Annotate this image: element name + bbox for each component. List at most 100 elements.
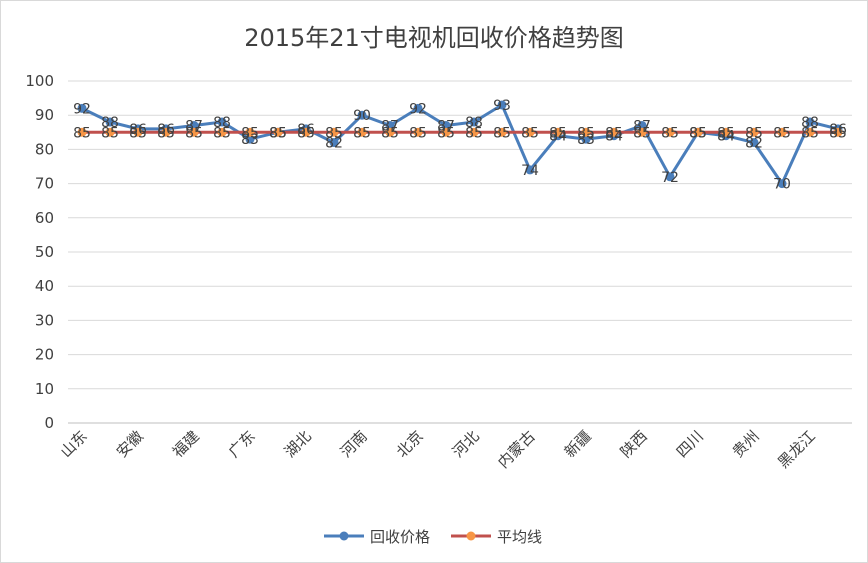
x-tick-label: 黑龙江 — [774, 427, 819, 472]
data-point-price — [217, 117, 227, 127]
data-point-average — [805, 127, 815, 137]
data-point-average — [329, 127, 339, 137]
legend-item-average[interactable]: 平均线 — [451, 528, 542, 546]
data-label-price: 86 — [829, 122, 847, 138]
data-point-price — [525, 165, 535, 175]
data-label-average: 85 — [437, 125, 455, 141]
legend-item-price[interactable]: 回收价格 — [324, 528, 430, 546]
data-label-price: 72 — [661, 170, 679, 186]
data-point-average — [161, 127, 171, 137]
data-label-price: 84 — [549, 129, 567, 145]
data-point-average — [497, 127, 507, 137]
data-label-average: 85 — [73, 125, 91, 141]
data-point-average — [721, 127, 731, 137]
data-point-average — [217, 127, 227, 137]
y-tick-label: 50 — [35, 243, 54, 261]
data-point-price — [77, 103, 87, 113]
data-label-average: 85 — [689, 125, 707, 141]
data-point-average — [105, 127, 115, 137]
data-label-price: 88 — [465, 115, 483, 131]
x-tick-label: 河北 — [449, 427, 483, 461]
legend: 回收价格 平均线 — [324, 528, 542, 546]
legend-swatch-marker — [339, 531, 349, 541]
data-label-price: 88 — [801, 115, 819, 131]
y-tick-label: 100 — [25, 72, 54, 90]
data-label-price: 84 — [717, 129, 735, 145]
data-point-price — [469, 117, 479, 127]
data-label-average: 85 — [829, 125, 847, 141]
x-tick-label: 新疆 — [561, 427, 595, 461]
data-point-average — [553, 127, 563, 137]
data-point-price — [357, 110, 367, 120]
data-point-average — [749, 127, 759, 137]
data-point-price — [665, 172, 675, 182]
legend-label-average: 平均线 — [497, 528, 542, 546]
data-label-price: 93 — [493, 98, 511, 114]
data-label-price: 90 — [353, 108, 371, 124]
data-label-average: 85 — [577, 125, 595, 141]
data-label-price: 88 — [101, 115, 119, 131]
x-tick-label: 贵州 — [729, 427, 763, 461]
gridlines — [68, 80, 852, 390]
data-label-price: 92 — [409, 101, 427, 117]
data-point-average — [693, 127, 703, 137]
y-tick-label: 40 — [35, 277, 54, 295]
y-tick-label: 80 — [35, 140, 54, 158]
series-layer — [77, 100, 843, 189]
data-label-price: 87 — [185, 118, 203, 134]
data-point-price — [245, 134, 255, 144]
data-label-average: 85 — [381, 125, 399, 141]
data-point-average — [413, 127, 423, 137]
data-label-average: 85 — [353, 125, 371, 141]
data-label-average: 85 — [521, 125, 539, 141]
y-tick-label: 0 — [44, 414, 54, 432]
x-tick-label: 四川 — [673, 427, 707, 461]
data-point-price — [329, 138, 339, 148]
data-point-price — [413, 103, 423, 113]
data-label-average: 85 — [213, 125, 231, 141]
data-point-average — [245, 127, 255, 137]
data-label-average: 85 — [325, 125, 343, 141]
data-point-price — [441, 120, 451, 130]
data-label-price: 85 — [269, 125, 287, 141]
data-point-average — [469, 127, 479, 137]
data-point-price — [777, 179, 787, 189]
data-label-price: 88 — [213, 115, 231, 131]
x-tick-label: 陕西 — [617, 427, 651, 461]
y-tick-label: 30 — [35, 311, 54, 329]
data-label-price: 92 — [73, 101, 91, 117]
data-label-price: 87 — [437, 118, 455, 134]
data-point-average — [273, 127, 283, 137]
series-line-price — [81, 103, 839, 186]
y-tick-label: 60 — [35, 209, 54, 227]
data-point-average — [609, 127, 619, 137]
data-label-average: 85 — [549, 125, 567, 141]
data-point-price — [497, 100, 507, 110]
y-tick-label: 20 — [35, 346, 54, 364]
y-tick-label: 10 — [35, 380, 54, 398]
data-point-average — [189, 127, 199, 137]
data-point-average — [777, 127, 787, 137]
data-label-average: 85 — [661, 125, 679, 141]
data-label-average: 85 — [493, 125, 511, 141]
data-label-price: 83 — [577, 132, 595, 148]
data-label-price: 82 — [745, 136, 763, 152]
data-label-average: 85 — [633, 125, 651, 141]
data-label-average: 85 — [801, 125, 819, 141]
data-label-average: 85 — [745, 125, 763, 141]
data-label-average: 85 — [297, 125, 315, 141]
data-point-average — [665, 127, 675, 137]
data-label-price: 87 — [381, 118, 399, 134]
data-label-average: 85 — [101, 125, 119, 141]
data-label-average: 85 — [717, 125, 735, 141]
data-label-average: 85 — [773, 125, 791, 141]
data-point-average — [301, 127, 311, 137]
data-label-price: 86 — [297, 122, 315, 138]
y-tick-label: 70 — [35, 175, 54, 193]
data-point-average — [833, 127, 843, 137]
y-axis-ticks: 0 10 20 30 40 50 60 70 80 90 100 — [25, 72, 54, 432]
data-label-price: 87 — [633, 118, 651, 134]
data-point-price — [105, 117, 115, 127]
data-point-average — [637, 127, 647, 137]
